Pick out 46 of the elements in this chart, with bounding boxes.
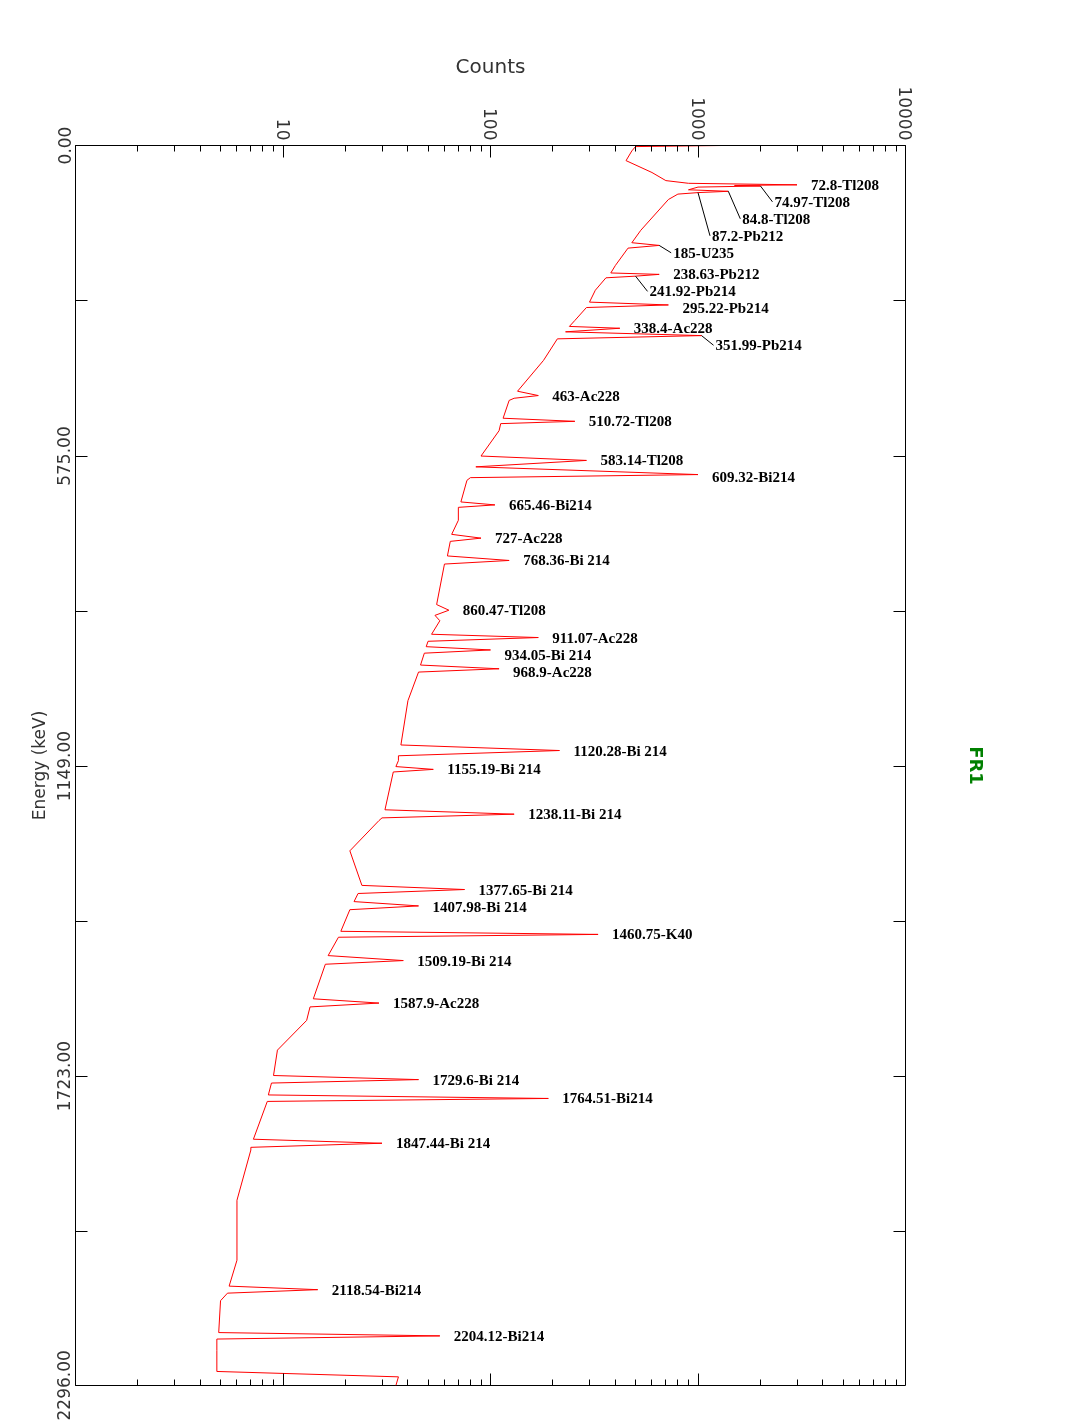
annotation: 583.14-Tl208	[600, 452, 684, 469]
x-tick-label: 10000	[895, 86, 915, 141]
x-axis-title: Counts	[455, 54, 526, 79]
annotation: 2204.12-Bi214	[453, 1327, 545, 1344]
annotation: 1120.28-Bi 214	[573, 742, 668, 759]
x-tick-label: 100	[480, 108, 500, 141]
annotation: 1509.19-Bi 214	[417, 952, 512, 969]
annotation: 934.05-Bi 214	[504, 646, 592, 663]
annotation: 1587.9-Ac228	[392, 995, 480, 1012]
annotation: 768.36-Bi 214	[523, 552, 611, 569]
annotation: 510.72-Tl208	[588, 413, 672, 430]
annotation: 727-Ac228	[495, 530, 563, 547]
annotation: 74.97-Tl208	[774, 193, 850, 210]
annotation: 87.2-Pb212	[712, 227, 784, 244]
annotation: 665.46-Bi214	[508, 496, 593, 513]
x-tick-label: 1000	[687, 97, 708, 141]
annotation: 351.99-Pb214	[715, 337, 803, 354]
annotation: 1729.6-Bi 214	[432, 1071, 520, 1088]
annotation: 609.32-Bi214	[712, 469, 796, 486]
annotation: 860.47-Tl208	[462, 602, 546, 619]
annotation: 84.8-Tl208	[742, 210, 811, 227]
annotation: 295.22-Pb214	[682, 300, 770, 317]
annotation: 1847.44-Bi 214	[396, 1135, 491, 1152]
annotation: 2118.54-Bi214	[331, 1281, 422, 1298]
x-tick-label: 10	[272, 118, 293, 141]
annotation: 1238.11-Bi 214	[528, 806, 622, 823]
y-axis-title: Energy (keV)	[28, 710, 49, 821]
y-tick-label: 2296.00	[54, 1350, 75, 1421]
annotation: 1407.98-Bi 214	[432, 898, 528, 915]
annotation: 241.92-Pb214	[649, 283, 737, 300]
y-tick-label: 1149.00	[54, 730, 75, 802]
y-tick-label: 575.00	[54, 426, 75, 486]
text: FR1	[965, 746, 987, 785]
annotation: 463-Ac228	[552, 387, 620, 404]
annotation: 185-U235	[673, 244, 735, 261]
annotation: 911.07-Ac228	[552, 629, 638, 646]
y-tick-label: 1723.00	[54, 1040, 75, 1112]
annotation: 1460.75-K40	[612, 926, 693, 943]
annotation: 968.9-Ac228	[513, 663, 592, 680]
annotation: 1764.51-Bi214	[562, 1090, 654, 1107]
annotation: 238.63-Pb212	[673, 266, 760, 283]
annotation: 72.8-Tl208	[811, 176, 879, 193]
annotation: 1155.19-Bi 214	[447, 761, 542, 778]
annotation: 1377.65-Bi 214	[478, 881, 574, 898]
y-tick-label: 0.00	[54, 126, 75, 165]
annotation: 338.4-Ac228	[633, 320, 713, 337]
